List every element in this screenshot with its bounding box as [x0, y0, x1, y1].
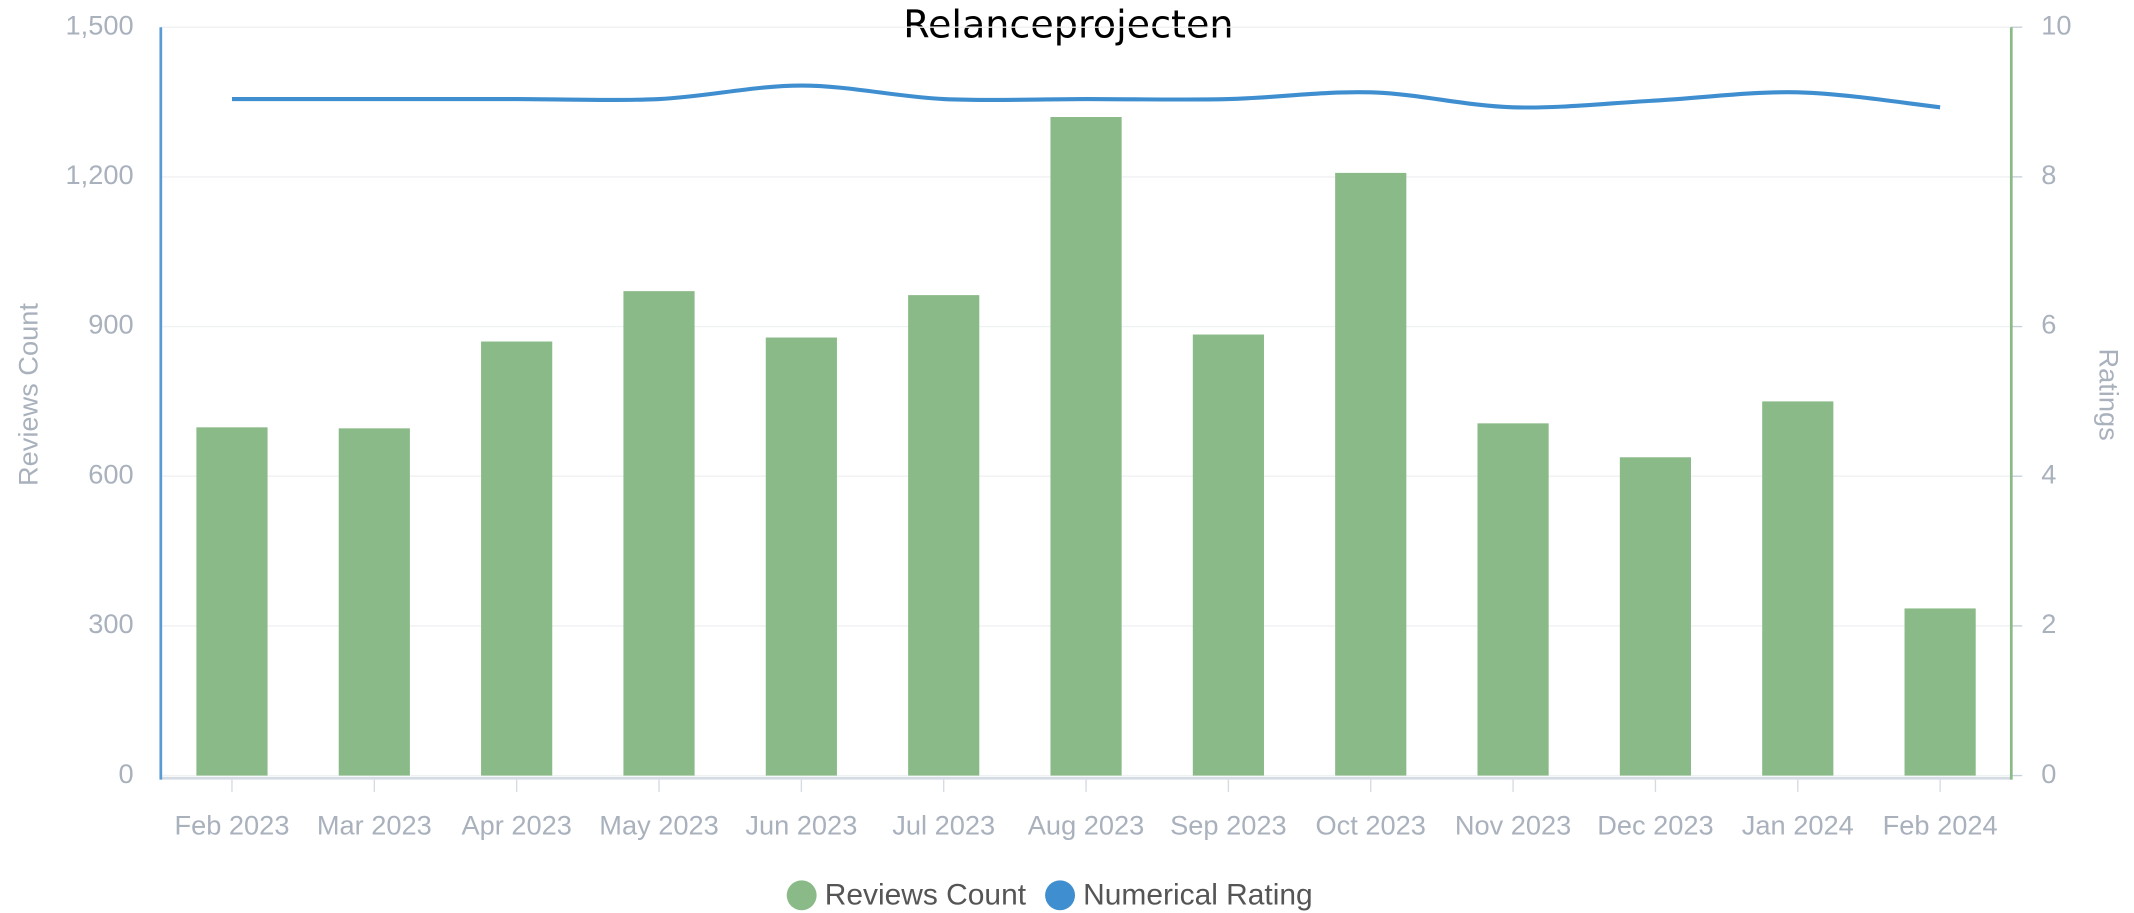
rating-line: [231, 83, 1941, 110]
bar: [623, 291, 695, 776]
x-tick-label: Mar 2023: [317, 809, 432, 840]
x-tick-label: Nov 2023: [1455, 809, 1571, 840]
legend-label: Numerical Rating: [1083, 879, 1312, 912]
x-tick-label: Aug 2023: [1028, 809, 1144, 840]
bar: [1050, 117, 1122, 776]
y-tick-label: 1,200: [66, 159, 134, 190]
x-tick-label: Oct 2023: [1316, 809, 1426, 840]
chart-title: Relanceprojecten: [903, 3, 1233, 47]
bar: [196, 427, 268, 776]
bar: [908, 295, 980, 776]
bar: [1192, 334, 1264, 776]
x-tick-label: Sep 2023: [1170, 809, 1286, 840]
x-tick-label: May 2023: [599, 809, 718, 840]
y2-tick-label: 0: [2041, 758, 2056, 789]
x-tick-label: Jul 2023: [892, 809, 995, 840]
bar: [338, 428, 410, 776]
legend-marker: [1045, 880, 1076, 911]
bar: [765, 337, 837, 776]
x-tick-label: Jan 2024: [1742, 809, 1854, 840]
x-tick-label: Apr 2023: [461, 809, 571, 840]
y-tick-label: 900: [88, 309, 133, 340]
y2-tick-label: 8: [2041, 159, 2056, 190]
bar: [1477, 423, 1549, 776]
y2-tick-label: 2: [2041, 608, 2056, 639]
legend-marker: [786, 880, 817, 911]
y-tick-label: 0: [118, 758, 133, 789]
y-tick-label: 300: [88, 608, 133, 639]
x-tick-label: Jun 2023: [745, 809, 857, 840]
y-tick-label: 1,500: [66, 9, 134, 40]
y-axis-label: Reviews Count: [12, 303, 43, 486]
bar: [1904, 608, 1976, 776]
x-tick-label: Feb 2023: [174, 809, 289, 840]
legend-label: Reviews Count: [825, 879, 1027, 912]
x-tick-label: Feb 2024: [1883, 809, 1998, 840]
bar: [481, 341, 553, 776]
y-tick-label: 600: [88, 458, 133, 489]
y2-tick-label: 4: [2041, 458, 2056, 489]
bar: [1762, 401, 1834, 776]
y2-axis-label: Ratings: [2093, 348, 2124, 440]
y2-tick-label: 6: [2041, 309, 2056, 340]
x-tick-label: Dec 2023: [1597, 809, 1713, 840]
bar: [1335, 172, 1407, 776]
bar: [1619, 457, 1692, 776]
y2-tick-label: 10: [2041, 9, 2071, 40]
